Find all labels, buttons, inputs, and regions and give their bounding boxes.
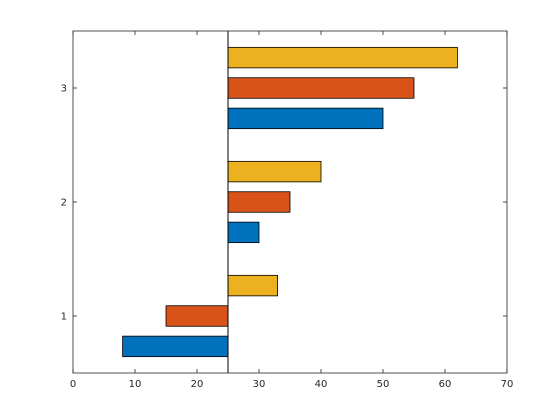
bar-series-3-cat-2 [227, 160, 322, 183]
x-tick-label: 0 [70, 379, 76, 390]
ticks-group: 0 10 20 30 40 50 60 70 1 2 3 [61, 31, 514, 390]
bar-series-3-cat-1 [227, 274, 278, 297]
x-tick-label: 50 [377, 379, 390, 390]
x-tick-label: 10 [129, 379, 142, 390]
y-tick-label: 2 [61, 198, 67, 209]
x-tick-label: 60 [439, 379, 452, 390]
bar-series-2-cat-3 [227, 77, 415, 99]
x-tick-label: 70 [501, 379, 514, 390]
bar-series-1-cat-3 [227, 107, 384, 130]
y-tick-label: 1 [61, 312, 67, 323]
x-tick-label: 20 [191, 379, 204, 390]
x-tick-label: 40 [315, 379, 328, 390]
plot-frame [72, 30, 508, 374]
bar-series-2-cat-1 [165, 305, 229, 327]
y-tick-label: 3 [61, 84, 67, 95]
bar-series-1-cat-2 [227, 221, 260, 244]
bar-series-3-cat-3 [227, 46, 458, 69]
bar-series-2-cat-2 [227, 191, 291, 213]
x-tick-label: 30 [253, 379, 266, 390]
bar-series-1-cat-1 [122, 335, 229, 358]
